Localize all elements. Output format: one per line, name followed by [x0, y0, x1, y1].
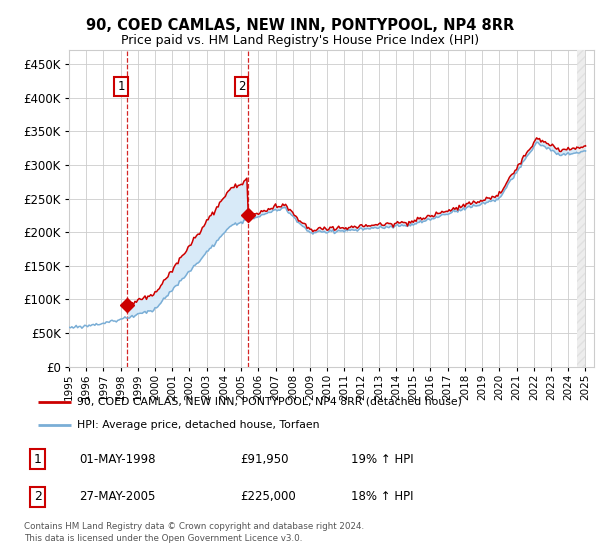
Text: 90, COED CAMLAS, NEW INN, PONTYPOOL, NP4 8RR: 90, COED CAMLAS, NEW INN, PONTYPOOL, NP4…	[86, 18, 514, 33]
Text: 2: 2	[238, 80, 245, 94]
Text: £225,000: £225,000	[241, 491, 296, 503]
Text: 01-MAY-1998: 01-MAY-1998	[79, 452, 156, 465]
Text: HPI: Average price, detached house, Torfaen: HPI: Average price, detached house, Torf…	[77, 419, 319, 430]
Text: 19% ↑ HPI: 19% ↑ HPI	[352, 452, 414, 465]
Text: £91,950: £91,950	[241, 452, 289, 465]
Text: This data is licensed under the Open Government Licence v3.0.: This data is licensed under the Open Gov…	[24, 534, 302, 543]
Text: 27-MAY-2005: 27-MAY-2005	[79, 491, 156, 503]
Text: Contains HM Land Registry data © Crown copyright and database right 2024.: Contains HM Land Registry data © Crown c…	[24, 522, 364, 531]
Text: 1: 1	[117, 80, 125, 94]
Text: 2: 2	[34, 491, 42, 503]
Text: Price paid vs. HM Land Registry's House Price Index (HPI): Price paid vs. HM Land Registry's House …	[121, 34, 479, 46]
Text: 1: 1	[34, 452, 42, 465]
Text: 90, COED CAMLAS, NEW INN, PONTYPOOL, NP4 8RR (detached house): 90, COED CAMLAS, NEW INN, PONTYPOOL, NP4…	[77, 397, 461, 407]
Text: 18% ↑ HPI: 18% ↑ HPI	[352, 491, 414, 503]
